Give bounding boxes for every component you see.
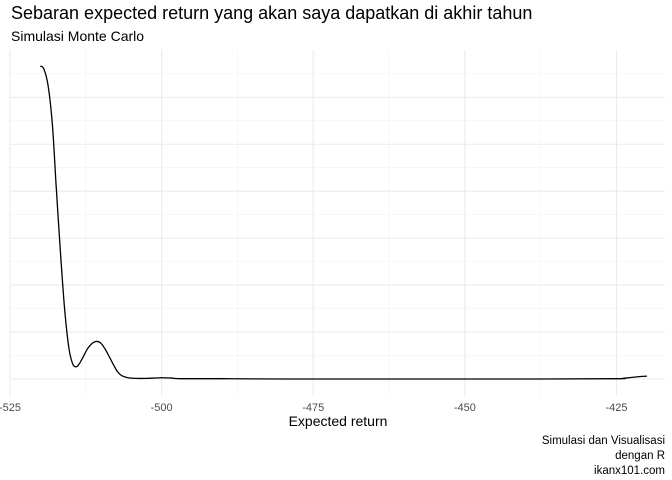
caption-line: Simulasi dan Visualisasi	[541, 435, 665, 447]
x-tick-label: -425	[605, 402, 627, 414]
x-axis-label: Expected return	[288, 413, 388, 429]
x-tick-label: -525	[0, 402, 21, 414]
chart-subtitle: Simulasi Monte Carlo	[11, 28, 145, 44]
x-tick-label: -475	[302, 402, 324, 414]
density-line	[39, 65, 647, 380]
caption: Simulasi dan Visualisasi dengan R ikanx1…	[542, 434, 665, 479]
caption-line: ikanx101.com	[594, 465, 665, 477]
chart-title: Sebaran expected return yang akan saya d…	[11, 3, 533, 23]
x-tick-label: -450	[454, 402, 476, 414]
caption-line: dengan R	[615, 450, 665, 462]
x-tick-label: -500	[151, 402, 173, 414]
